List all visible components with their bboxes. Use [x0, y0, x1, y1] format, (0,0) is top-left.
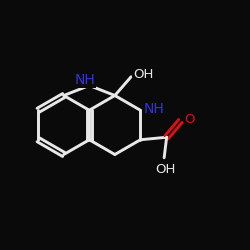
Text: O: O	[185, 113, 195, 126]
Text: OH: OH	[133, 68, 153, 81]
Text: NH: NH	[74, 73, 95, 87]
Text: OH: OH	[155, 163, 176, 176]
Text: NH: NH	[144, 102, 165, 116]
